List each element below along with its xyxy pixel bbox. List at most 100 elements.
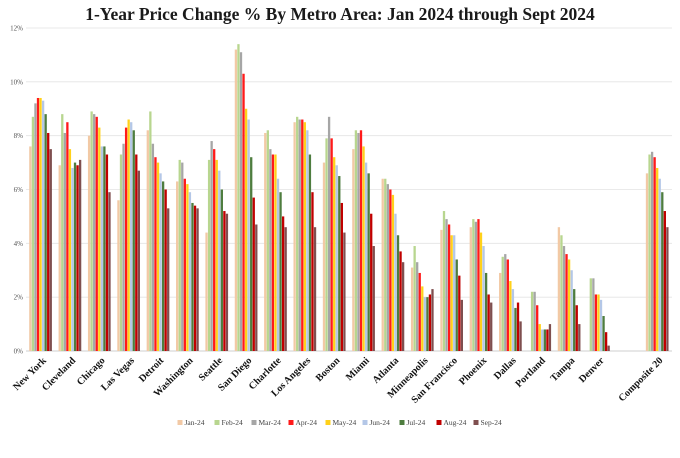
bar-aug-24 (575, 305, 578, 351)
bar-aug-24 (47, 132, 50, 351)
bar-may-24 (333, 157, 336, 351)
bar-may-24 (156, 162, 160, 351)
bar-jun-24 (511, 289, 515, 351)
bar-jan-24 (322, 162, 326, 351)
bar-feb-24 (325, 138, 328, 351)
bar-sep-24 (225, 213, 229, 351)
x-tick-label: Denver (577, 355, 607, 385)
bar-jul-24 (308, 154, 312, 351)
bar-jan-24 (264, 132, 267, 351)
bar-jun-24 (453, 235, 456, 351)
bar-mar-24 (650, 151, 654, 351)
bar-aug-24 (487, 294, 490, 351)
bar-jan-24 (87, 135, 91, 351)
bar-may-24 (98, 127, 101, 351)
bar-aug-24 (428, 294, 432, 351)
bar-sep-24 (49, 149, 52, 351)
bar-jan-24 (117, 200, 120, 351)
bar-jun-24 (71, 167, 74, 351)
bar-feb-24 (178, 159, 181, 351)
bar-jul-24 (44, 114, 47, 351)
bar-apr-24 (36, 97, 40, 351)
bar-feb-24 (90, 111, 93, 351)
bar-sep-24 (167, 208, 170, 351)
bar-feb-24 (472, 219, 475, 351)
bar-may-24 (656, 167, 659, 351)
legend-label: Aug-24 (444, 418, 467, 427)
x-tick-label: Tampa (549, 355, 578, 384)
bar-feb-24 (354, 130, 358, 351)
bar-sep-24 (108, 192, 111, 351)
bar-aug-24 (516, 302, 520, 351)
bar-jan-24 (29, 146, 32, 351)
bar-mar-24 (34, 103, 37, 351)
bar-sep-24 (343, 232, 346, 351)
bar-may-24 (509, 281, 512, 351)
bar-may-24 (597, 294, 600, 351)
y-tick-label: 10% (10, 78, 23, 86)
bar-mar-24 (504, 254, 507, 351)
bar-jul-24 (338, 176, 341, 351)
bar-mar-24 (327, 116, 331, 351)
bar-jul-24 (543, 329, 546, 351)
bar-jul-24 (132, 130, 135, 351)
bar-feb-24 (648, 154, 651, 351)
bar-mar-24 (474, 221, 478, 351)
bar-sep-24 (548, 324, 552, 351)
bar-sep-24 (78, 159, 82, 351)
bar-may-24 (450, 235, 453, 351)
bar-feb-24 (501, 256, 504, 351)
legend-swatch (473, 420, 479, 425)
bar-jan-24 (440, 229, 443, 351)
bar-aug-24 (370, 213, 373, 351)
bar-mar-24 (592, 278, 595, 351)
bar-apr-24 (124, 127, 128, 351)
legend-label: Mar-24 (259, 418, 282, 427)
x-tick-label: Dallas (492, 355, 519, 382)
bar-mar-24 (386, 184, 389, 351)
bar-apr-24 (389, 189, 392, 351)
bar-mar-24 (122, 143, 125, 351)
bar-sep-24 (313, 227, 317, 351)
bar-apr-24 (447, 224, 451, 351)
bar-apr-24 (213, 149, 216, 351)
legend-swatch (288, 420, 294, 425)
y-tick-label: 0% (14, 348, 24, 356)
bar-sep-24 (372, 246, 375, 351)
bar-feb-24 (413, 246, 416, 351)
y-tick-label: 4% (14, 240, 24, 248)
bar-mar-24 (562, 246, 566, 351)
legend-swatch (177, 420, 183, 425)
legend-swatch (325, 420, 331, 425)
bar-mar-24 (298, 119, 301, 352)
bar-jan-24 (234, 49, 238, 352)
bar-jun-24 (130, 122, 133, 351)
bar-feb-24 (442, 211, 446, 351)
bar-mar-24 (416, 262, 419, 351)
bar-sep-24 (519, 321, 522, 351)
bar-jul-24 (484, 272, 488, 351)
bar-may-24 (186, 184, 189, 351)
bar-apr-24 (506, 259, 509, 351)
bar-sep-24 (578, 324, 581, 351)
bar-aug-24 (458, 275, 461, 351)
bar-jul-24 (514, 307, 517, 351)
bar-may-24 (127, 119, 130, 352)
bar-aug-24 (252, 197, 255, 351)
bar-jan-24 (352, 149, 355, 351)
bar-mar-24 (210, 141, 213, 351)
bar-apr-24 (359, 130, 363, 351)
bar-may-24 (68, 149, 72, 351)
bar-jul-24 (455, 259, 458, 351)
legend-swatch (399, 420, 405, 425)
y-tick-label: 12% (10, 25, 23, 33)
bar-jun-24 (247, 119, 250, 352)
bar-may-24 (538, 324, 541, 351)
bar-may-24 (421, 286, 424, 351)
bar-aug-24 (135, 154, 138, 351)
bar-jul-24 (396, 235, 400, 351)
bar-feb-24 (530, 291, 534, 351)
bar-mar-24 (93, 114, 96, 351)
